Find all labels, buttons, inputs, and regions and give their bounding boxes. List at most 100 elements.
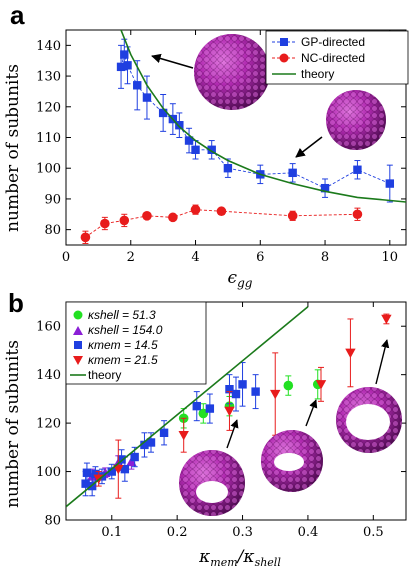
- data-point-gp-directed: [142, 93, 152, 102]
- y-tick-label: 130: [36, 70, 61, 85]
- panel-a-ylabel: number of subunits: [3, 64, 23, 232]
- data-point--mem-14-5: [91, 469, 100, 479]
- data-point--mem-21-5: [270, 389, 281, 400]
- panel-a-legend: GP-directed NC-directed theory: [265, 30, 409, 85]
- data-point-gp-directed: [184, 136, 194, 145]
- panel-b-ylabel: number of subunits: [3, 340, 23, 508]
- arrow-wrapped-3: [375, 339, 390, 385]
- panel-a: a 0 2 4 6 8 10 80 90 100 110 120 130 140 number of s…: [3, 0, 409, 290]
- panel-a-xlabel: ϵgg: [228, 268, 253, 290]
- y-tick-label: 110: [36, 131, 61, 146]
- legend-gp-directed: GP-directed: [301, 35, 365, 49]
- data-point-gp-directed: [191, 145, 200, 154]
- x-tick-label: 8: [321, 250, 329, 265]
- legend-kmem-14: κmem = 14.5: [88, 338, 158, 352]
- capsid-image-large: [194, 34, 270, 110]
- legend-marker-kmem-21: [73, 356, 83, 365]
- data-point-gp-directed: [353, 165, 362, 174]
- legend-marker-gp: [280, 38, 288, 46]
- data-point--mem-21-5: [113, 464, 124, 475]
- capsid-image-small: [326, 90, 386, 150]
- data-point-gp-directed: [385, 179, 395, 188]
- data-point-gp-directed: [123, 61, 132, 70]
- panel-b-plot-area: 0.1 0.2 0.3 0.4 0.5 80 100 120 140 160: [36, 301, 407, 540]
- x-tick-label: 0.2: [167, 525, 188, 540]
- data-point--shell-51-3: [283, 380, 294, 391]
- data-point--shell-154-0: [126, 456, 137, 467]
- data-point--mem-14-5: [107, 467, 116, 476]
- data-point-gp-directed: [158, 108, 168, 118]
- data-point--mem-14-5: [238, 380, 247, 389]
- legend-marker-kshell-51: [73, 310, 83, 320]
- panel-b-label: b: [8, 288, 24, 318]
- legend-marker-kmem-14: [74, 341, 82, 349]
- data-point--mem-14-5: [82, 468, 92, 477]
- panel-b-xlabel: κmem/κshell: [198, 547, 281, 569]
- legend-nc-directed: NC-directed: [301, 51, 365, 65]
- x-tick-label: 0.3: [232, 525, 253, 540]
- y-tick-label: 100: [36, 465, 61, 480]
- data-point--mem-14-5: [146, 438, 156, 447]
- data-point-gp-directed: [223, 164, 233, 173]
- data-point-nc-directed: [216, 206, 227, 217]
- data-point--mem-21-5: [178, 431, 189, 441]
- y-tick-label: 160: [36, 320, 61, 335]
- y-tick-label: 120: [36, 417, 61, 432]
- data-point--mem-14-5: [205, 404, 215, 413]
- y-tick-label: 100: [36, 162, 61, 177]
- panel-a-plot-area: 0 2 4 6 8 10 80 90 100 110 120 130 140: [36, 29, 407, 265]
- data-point--mem-14-5: [225, 385, 234, 394]
- data-point-gp-directed: [207, 145, 216, 154]
- arrow-wrapped-2: [305, 399, 318, 427]
- data-point--mem-14-5: [231, 389, 241, 399]
- panel-b: b 0.1 0.2 0.3 0.4 0.5 80 100 120 140 160 number o…: [3, 288, 407, 569]
- series-line-theory: [120, 30, 406, 203]
- y-tick-label: 80: [44, 514, 61, 529]
- y-tick-label: 80: [44, 223, 61, 238]
- axes-frame: [65, 301, 407, 521]
- data-point-gp-directed: [288, 168, 297, 178]
- data-point--mem-14-5: [130, 452, 139, 462]
- x-tick-label: 0.5: [363, 525, 384, 540]
- x-tick-label: 2: [127, 250, 135, 265]
- x-tick-label: 4: [191, 250, 199, 265]
- y-tick-label: 90: [44, 192, 61, 207]
- legend-marker-nc: [279, 53, 289, 63]
- data-point--mem-14-5: [117, 455, 126, 464]
- y-tick-label: 120: [36, 100, 61, 115]
- data-point-nc-directed: [168, 212, 178, 223]
- panel-b-legend-box: [65, 301, 207, 385]
- wrapped-capsid-image-3: [336, 387, 402, 453]
- wrapped-capsid-image-1: [179, 450, 245, 516]
- data-point-nc-directed: [119, 215, 130, 226]
- data-point-gp-directed: [120, 50, 129, 59]
- legend-theory-b: theory: [88, 368, 121, 382]
- data-point--mem-14-5: [251, 387, 260, 396]
- data-point--mem-21-5: [315, 380, 327, 390]
- panel-a-label: a: [10, 0, 25, 30]
- data-point-nc-directed: [80, 232, 91, 243]
- data-point-gp-directed: [320, 183, 330, 193]
- data-point--mem-14-5: [159, 428, 169, 437]
- data-point-nc-directed: [100, 218, 110, 229]
- wrapped-capsid-image-2: [261, 430, 323, 492]
- arrow-to-large-capsid: [151, 53, 194, 69]
- y-tick-label: 140: [36, 368, 61, 383]
- x-tick-label: 10: [382, 250, 399, 265]
- data-point--mem-21-5: [224, 406, 235, 417]
- data-point-nc-directed: [190, 204, 201, 215]
- legend-kshell-51: κshell = 51.3: [88, 308, 156, 322]
- legend-theory-a: theory: [301, 67, 334, 81]
- x-tick-label: 0.4: [298, 525, 319, 540]
- data-point--mem-14-5: [81, 479, 90, 488]
- data-point-nc-directed: [287, 211, 298, 221]
- data-point-gp-directed: [133, 81, 142, 90]
- data-point-gp-directed: [116, 62, 126, 72]
- panel-b-legend: κshell = 51.3 κshell = 154.0 κmem = 14.5…: [65, 301, 207, 385]
- data-point--mem-21-5: [345, 348, 356, 359]
- data-point-nc-directed: [142, 211, 152, 221]
- data-point-nc-directed: [352, 209, 363, 220]
- y-tick-label: 140: [36, 39, 61, 54]
- data-point--mem-14-5: [140, 440, 149, 450]
